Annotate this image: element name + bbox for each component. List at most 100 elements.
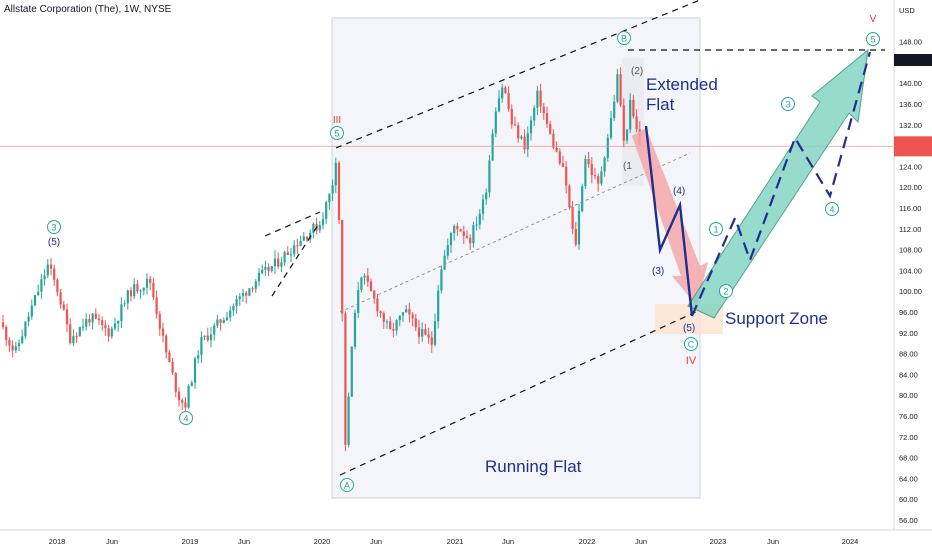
label-C: C [688, 340, 695, 350]
candle-body [152, 282, 155, 298]
candle-body [344, 313, 347, 445]
candle-body [65, 309, 69, 325]
candle-body [593, 175, 597, 177]
candle-body [206, 335, 209, 341]
candle-body [366, 275, 369, 282]
candle-body [78, 326, 81, 337]
candle-body [139, 290, 142, 292]
candle-body [235, 299, 238, 306]
last-price-tag [894, 136, 932, 157]
candle-body [398, 315, 401, 321]
candle-body [379, 311, 382, 314]
candle-body [200, 337, 203, 356]
candle-body [558, 151, 561, 164]
label-g1-circle [709, 222, 723, 236]
label-g3-circle [781, 97, 795, 111]
candle-body [248, 288, 251, 296]
candle-body [177, 391, 181, 401]
candle-body [296, 245, 299, 247]
time-tick: Jun [370, 537, 382, 546]
candle-body [488, 160, 491, 193]
candle-body [158, 314, 161, 329]
price-tick: 116.00 [899, 204, 921, 213]
candle-body [30, 305, 33, 317]
candle-body [53, 268, 56, 280]
time-tick: Jun [767, 537, 779, 546]
candle-body [629, 99, 632, 130]
candle-body [568, 185, 571, 208]
price-tick: 60.00 [899, 495, 918, 504]
candle-body [209, 334, 213, 341]
price-tick: 124.00 [899, 162, 922, 171]
candle-body [267, 266, 270, 272]
candle-body [161, 328, 165, 336]
candle-body [353, 312, 357, 347]
candle-body [526, 133, 529, 150]
price-tick: 92.00 [899, 329, 918, 338]
candle-body [513, 124, 517, 126]
candle-body [603, 157, 606, 172]
candle-body [43, 275, 46, 280]
candle-body [165, 335, 168, 353]
price-tick: 76.00 [899, 412, 918, 421]
axes-layer [0, 0, 932, 531]
candle-body [411, 314, 414, 319]
label-roman-v: V [870, 14, 877, 25]
candle-body [145, 278, 149, 288]
time-tick: Jun [502, 537, 514, 546]
label-g1: 1 [713, 225, 718, 235]
time-tick: 2018 [49, 537, 66, 546]
candle-body [475, 224, 478, 226]
candle-body [325, 202, 328, 219]
candle-body [136, 284, 139, 292]
label-extended-flat-1: Extended [646, 75, 718, 94]
candle-body [616, 74, 619, 102]
price-tick: 64.00 [899, 474, 918, 483]
time-tick: Jun [238, 537, 250, 546]
labels-layer: 3 (5) 4 III 5 A B (2) (1 (3) (4) (5) C IV 1 2 3 4 V 5 Extend… [47, 6, 927, 546]
price-tick: 68.00 [899, 454, 918, 463]
price-tick: 84.00 [899, 370, 918, 379]
candle-body [229, 310, 232, 318]
candle-body [529, 120, 533, 134]
candle-body [619, 74, 622, 106]
candle-body [382, 313, 385, 322]
candle-body [62, 304, 65, 310]
candle-body [401, 312, 405, 316]
candle-body [155, 297, 158, 315]
candle-body [334, 162, 337, 186]
candle-body [21, 336, 24, 344]
label-g2: 2 [723, 287, 728, 297]
candle-body [417, 327, 421, 337]
candle-body [478, 213, 481, 225]
candle-body [539, 90, 542, 107]
candle-body [600, 171, 603, 184]
price-tick: 120.00 [899, 183, 922, 192]
symbol-title[interactable]: Allstate Corporation (The), 1W, NYSE [4, 4, 172, 15]
candle-body [517, 125, 520, 139]
candle-body [203, 335, 206, 338]
label-p4: (4) [673, 186, 685, 197]
candle-body [174, 372, 177, 392]
price-tick: 136.00 [899, 100, 922, 109]
candle-body [405, 309, 408, 313]
candle-body [523, 136, 526, 150]
candle-body [270, 266, 273, 272]
channel-lower [339, 309, 701, 476]
candle-body [507, 93, 510, 110]
candle-body [293, 245, 296, 255]
candle-body [222, 319, 225, 323]
candle-body [56, 279, 59, 293]
candle-body [485, 192, 488, 200]
candle-body [350, 346, 353, 397]
candle-body [216, 319, 219, 326]
candle-body [225, 317, 229, 320]
candle-body [168, 352, 171, 362]
candle-body [597, 176, 600, 184]
candle-body [373, 290, 376, 299]
candle-body [465, 235, 469, 238]
candle-body [197, 355, 200, 359]
candle-body [59, 292, 62, 305]
candle-body [33, 295, 37, 306]
